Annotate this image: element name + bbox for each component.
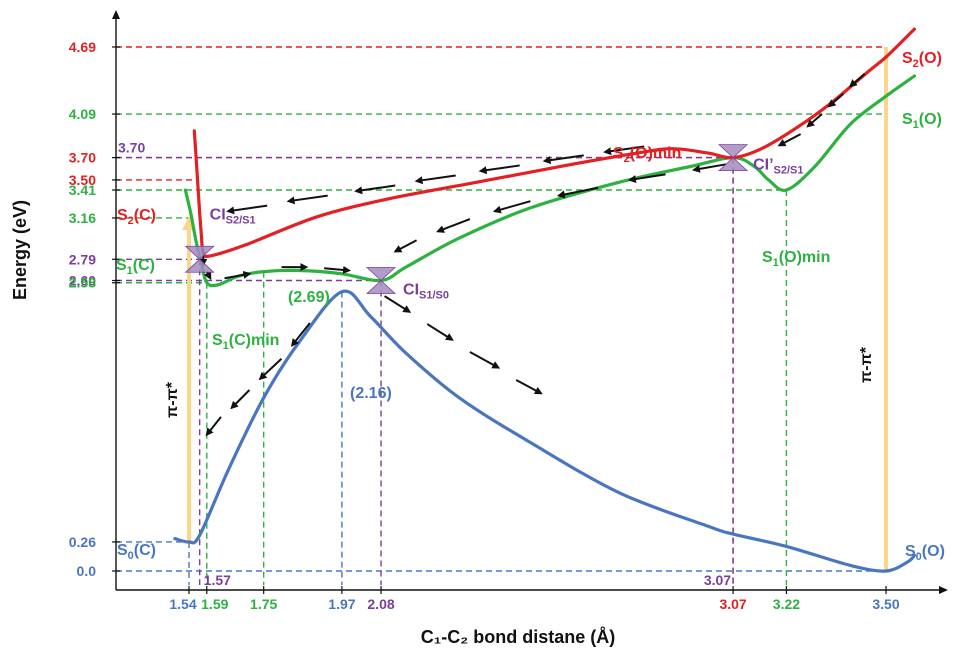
curve-label: S1(O)min (762, 249, 830, 269)
y-axis-title: Energy (eV) (10, 200, 30, 300)
x-tick-label-ci: 1.57 (204, 572, 231, 588)
flow-arrow (848, 73, 866, 88)
flow-arrow (478, 164, 520, 175)
conical-intersection-icon (718, 144, 749, 172)
excitation-layer (182, 47, 888, 571)
curve-label: S2(O) (902, 50, 942, 70)
conical-intersections-layer (184, 144, 749, 294)
curve-S₂ (192, 27, 916, 258)
flow-arrow (230, 389, 251, 410)
x-tick-label: 1.59 (201, 596, 228, 612)
curve-label: S0(C) (117, 542, 156, 562)
flow-arrow (777, 133, 802, 147)
curve-S₁ (183, 74, 916, 288)
y-tick-label: 3.50 (69, 172, 96, 188)
conical-intersection-icon (366, 267, 397, 294)
curves-layer (173, 27, 916, 573)
flow-arrow (603, 145, 645, 156)
x-tick-label: 1.75 (250, 596, 277, 612)
flow-arrow (556, 186, 599, 199)
flow-arrow (290, 322, 311, 347)
y-tick-label: 0.26 (69, 534, 96, 550)
x-tick-label: 3.22 (773, 596, 800, 612)
y-tick-label-ci: 3.70 (118, 140, 145, 156)
flow-arrow (806, 113, 823, 128)
labels-layer: 4.694.093.703.503.413.162.792.602.580.26… (69, 39, 945, 612)
x-tick-label: 2.08 (367, 596, 394, 612)
flow-arrow (224, 270, 252, 280)
x-axis-title: C₁-C₂ bond distane (Å) (421, 627, 615, 647)
flow-arrow (691, 163, 727, 173)
flow-arrow (492, 200, 531, 214)
x-tick-label: 1.54 (169, 596, 196, 612)
excitation-label: π-π* (164, 381, 181, 418)
excitation-label: π-π* (858, 346, 875, 383)
flow-arrow (436, 218, 471, 233)
y-tick-label: 3.70 (69, 150, 96, 166)
x-tick-label: 3.50 (872, 596, 899, 612)
y-tick-label: 2.58 (69, 275, 96, 291)
value-annotation: (2.69) (288, 289, 330, 306)
curve-label: S0(O) (905, 543, 945, 563)
flow-arrow (827, 93, 844, 108)
curve-S₀ (173, 289, 916, 573)
axes-layer (112, 10, 948, 594)
x-tick-label-ci: 3.07 (704, 572, 731, 588)
arrows-layer (199, 73, 866, 437)
curve-label: S1(C)min (212, 332, 279, 352)
y-tick-label: 4.69 (69, 39, 96, 55)
curve-label: S1(C) (116, 257, 155, 277)
y-tick-label: 0.0 (77, 563, 97, 579)
flow-arrow (393, 239, 418, 253)
flow-arrow (627, 173, 666, 183)
flow-arrow (258, 357, 283, 381)
flow-arrow (286, 194, 328, 205)
y-tick-label: 2.79 (69, 251, 96, 267)
flow-arrow (324, 265, 352, 274)
flow-arrow (426, 323, 454, 341)
flow-arrow (226, 204, 268, 215)
flow-arrow (203, 271, 212, 281)
ci-label: CIS1/S0 (403, 282, 449, 302)
conical-intersection-icon (184, 245, 215, 273)
flow-arrow (469, 351, 501, 369)
y-tick-label: 3.16 (69, 210, 96, 226)
flow-arrow (542, 154, 584, 165)
value-annotation: (2.16) (350, 385, 392, 402)
flow-arrow (515, 379, 543, 395)
y-tick-label: 2.60 (69, 273, 96, 289)
flow-arrow (205, 416, 222, 437)
x-tick-label: 3.07 (719, 596, 746, 612)
curve-label: S2(O)min (613, 145, 681, 165)
curve-label: S2(C) (117, 207, 156, 227)
x-tick-label: 1.97 (328, 596, 355, 612)
curve-label: S1(O) (902, 111, 942, 131)
ci-label: CI’S2/S1 (753, 157, 803, 177)
flow-arrow (414, 174, 456, 185)
flow-arrow (384, 295, 412, 313)
guides-layer (116, 46, 886, 585)
y-tick-label: 4.09 (69, 106, 96, 122)
y-tick-label: 3.41 (69, 182, 96, 198)
flow-arrow (354, 184, 396, 195)
